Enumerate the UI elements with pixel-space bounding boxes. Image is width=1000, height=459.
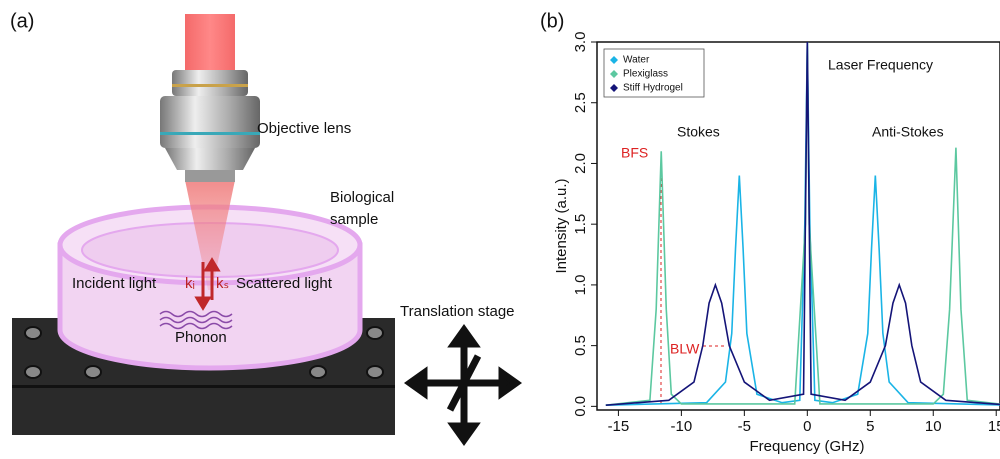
- legend-label: Water: [623, 55, 650, 66]
- y-tick-label: 1.0: [572, 274, 589, 295]
- x-tick-label: -10: [671, 418, 693, 435]
- legend-marker: [610, 56, 618, 64]
- label-ks: kₛ: [216, 275, 229, 292]
- label-objective: Objective lens: [257, 120, 351, 137]
- legend-marker: [610, 84, 618, 92]
- y-tick-label: 2.5: [572, 92, 589, 113]
- y-tick-label: 1.5: [572, 214, 589, 235]
- y-tick-label: 2.0: [572, 153, 589, 174]
- legend: [603, 48, 705, 98]
- x-axis-label: Frequency (GHz): [749, 438, 864, 455]
- annotation: Anti-Stokes: [872, 124, 944, 140]
- y-axis-label: Intensity (a.u.): [553, 178, 570, 273]
- plot-frame: [596, 41, 1000, 411]
- plot-area: [605, 42, 1000, 406]
- label-ki: kᵢ: [185, 275, 195, 292]
- y-tick-label: 3.0: [572, 32, 589, 53]
- label-stage: Translation stage: [400, 303, 515, 320]
- label-sample: sample: [330, 211, 378, 228]
- label-scattered: Scattered light: [236, 275, 333, 292]
- line: [605, 42, 1000, 406]
- panel-label: (a): [10, 10, 34, 32]
- x-tick-label: 10: [925, 418, 942, 435]
- label-sample: Biological: [330, 189, 394, 206]
- panel-label: (b): [540, 10, 564, 32]
- legend-marker: [610, 70, 618, 78]
- line: [605, 42, 1000, 406]
- annotation: Laser Frequency: [828, 57, 933, 73]
- annotation: BFS: [621, 145, 648, 161]
- legend-label: Stiff Hydrogel: [623, 83, 683, 94]
- label-phonon: Phonon: [175, 329, 227, 346]
- x-tick-label: 15: [988, 418, 1000, 435]
- line: [605, 42, 1000, 406]
- x-tick-label: -5: [738, 418, 751, 435]
- y-tick-label: 0.0: [572, 396, 589, 417]
- label-incident: Incident light: [72, 275, 157, 292]
- x-tick-label: 5: [866, 418, 874, 435]
- y-tick-label: 0.5: [572, 335, 589, 356]
- legend-label: Plexiglass: [623, 69, 668, 80]
- x-tick-label: -15: [608, 418, 630, 435]
- annotation: BLW: [670, 341, 700, 357]
- x-tick-label: 0: [803, 418, 811, 435]
- annotation: Stokes: [677, 124, 720, 140]
- setup-drawing: [12, 14, 523, 447]
